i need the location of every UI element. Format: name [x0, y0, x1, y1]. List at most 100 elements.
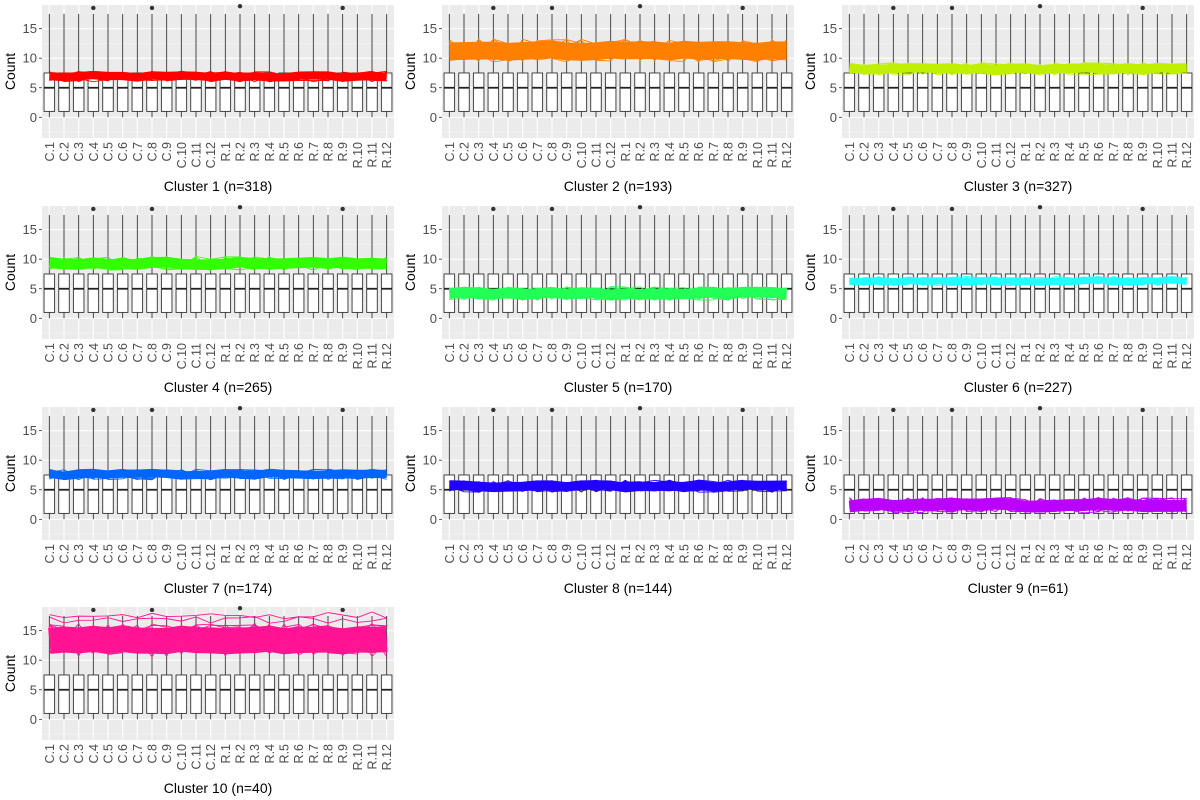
x-tick-label: C.4 — [487, 544, 501, 564]
box — [931, 72, 944, 112]
x-tick-label: C.6 — [116, 744, 130, 764]
x-tick-label: C.9 — [960, 544, 974, 564]
plot-background — [442, 206, 794, 339]
box — [946, 72, 958, 112]
x-tick-label: C.5 — [902, 544, 916, 564]
x-tick-label: C.6 — [916, 142, 930, 162]
x-tick-label: R.9 — [1136, 142, 1150, 162]
x-tick-label: C.3 — [72, 544, 86, 564]
y-tick-label: 0 — [30, 110, 37, 125]
box — [204, 474, 217, 514]
x-tick-label: C.8 — [146, 744, 160, 764]
x-tick-label: C.1 — [843, 544, 857, 564]
profile-line — [449, 38, 787, 62]
box — [843, 273, 856, 313]
x-tick-label: C.1 — [843, 343, 857, 363]
box — [604, 72, 617, 112]
box — [278, 273, 290, 313]
x-tick-label: R.11 — [1166, 142, 1180, 168]
x-tick-label: C.8 — [946, 544, 960, 564]
box — [931, 273, 944, 313]
x-tick-label: C.6 — [516, 343, 530, 363]
x-tick-label: C.6 — [116, 142, 130, 162]
box — [219, 273, 232, 313]
x-tick-label: C.3 — [872, 142, 886, 162]
x-tick-label: R.2 — [1034, 544, 1048, 564]
box — [278, 72, 290, 112]
chart-title: Cluster 6 (n=227) — [964, 379, 1073, 395]
plot-background — [842, 206, 1194, 339]
x-tick-label: R.3 — [648, 343, 662, 363]
x-tick-label: C.12 — [1004, 343, 1018, 369]
x-tick-label: C.2 — [58, 544, 72, 564]
x-tick-label: C.9 — [560, 544, 574, 564]
box — [858, 273, 870, 313]
y-tick-label: 15 — [23, 21, 37, 36]
box — [1063, 273, 1076, 313]
box — [234, 674, 246, 714]
x-tick-label: R.2 — [234, 744, 248, 764]
box — [663, 474, 676, 514]
box — [648, 474, 661, 514]
x-tick-label: C.1 — [443, 142, 457, 162]
box — [502, 474, 514, 514]
y-tick-label: 10 — [823, 51, 837, 66]
box — [1092, 273, 1105, 313]
x-tick-label: C.1 — [443, 544, 457, 564]
x-tick-label: C.5 — [102, 744, 116, 764]
box — [263, 474, 276, 514]
x-tick-label: R.10 — [351, 744, 365, 770]
box — [1180, 72, 1193, 112]
x-tick-label: R.3 — [248, 343, 262, 363]
x-tick-label: C.7 — [931, 343, 945, 363]
x-tick-label: C.10 — [575, 343, 589, 369]
outlier-point — [91, 206, 96, 212]
profile-line — [449, 39, 787, 63]
box — [278, 674, 290, 714]
x-tick-label: C.2 — [858, 544, 872, 564]
profile-line — [449, 38, 787, 62]
x-tick-label: C.7 — [931, 142, 945, 162]
box — [516, 474, 529, 514]
outlier-point — [549, 206, 555, 212]
plot-background — [842, 407, 1194, 540]
profile-line — [849, 497, 1187, 512]
x-tick-label: R.5 — [278, 544, 292, 564]
profile-line — [849, 497, 1187, 514]
x-tick-label: C.12 — [604, 142, 618, 168]
outlier-point — [340, 607, 345, 613]
x-tick-label: R.7 — [707, 343, 721, 363]
x-tick-label: R.6 — [1092, 544, 1106, 564]
box — [546, 474, 558, 514]
box — [560, 474, 573, 514]
box — [146, 273, 158, 313]
profile-line — [449, 479, 787, 493]
x-tick-label: R.12 — [380, 544, 394, 570]
profile-line — [849, 497, 1187, 514]
profile-line — [449, 41, 787, 62]
x-tick-label: C.10 — [575, 544, 589, 570]
x-tick-label: C.10 — [175, 544, 189, 570]
x-tick-label: C.8 — [946, 343, 960, 363]
y-tick-label: 15 — [823, 222, 837, 237]
box — [946, 474, 958, 514]
box — [843, 474, 856, 514]
y-tick-label: 5 — [430, 482, 437, 497]
box — [780, 72, 793, 112]
x-tick-label: R.10 — [351, 343, 365, 369]
box — [175, 474, 188, 514]
x-tick-label: C.2 — [58, 744, 72, 764]
outlier-point — [891, 5, 896, 11]
box — [1122, 72, 1134, 112]
y-tick-label: 5 — [30, 281, 37, 296]
box — [722, 72, 734, 112]
box — [1019, 273, 1032, 313]
outlier-point — [549, 407, 555, 413]
y-tick-label: 5 — [30, 80, 37, 95]
box — [366, 273, 378, 313]
